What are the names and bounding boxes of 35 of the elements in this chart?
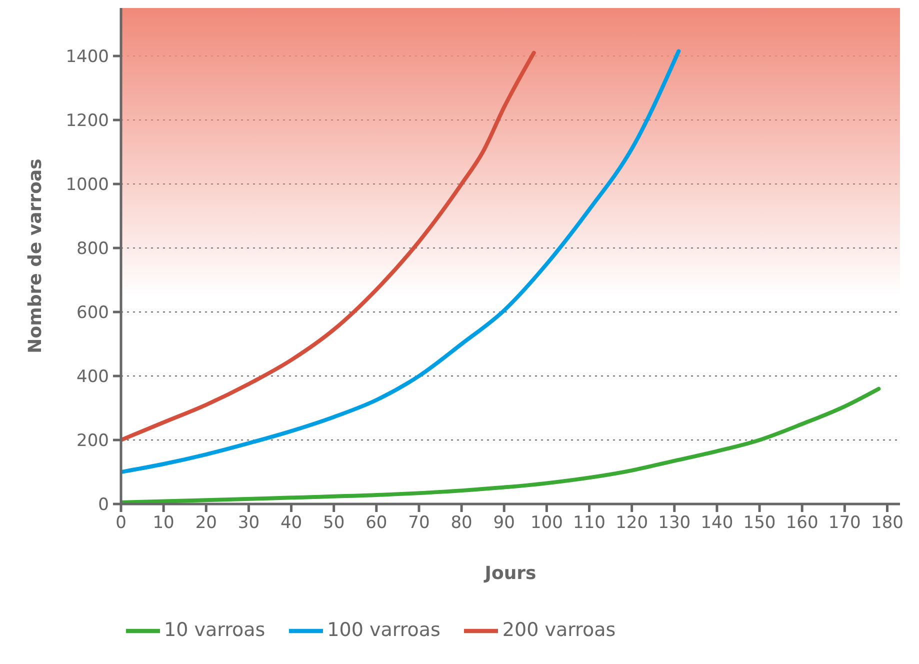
x-tick-label: 50 — [323, 513, 345, 534]
x-tick-label: 160 — [786, 513, 818, 534]
line-series — [121, 386, 881, 504]
x-tick-label: 80 — [450, 513, 472, 534]
y-tick-label: 1200 — [66, 111, 109, 132]
x-tick-label: 100 — [530, 513, 563, 534]
x-tick-label: 180 — [871, 513, 904, 534]
legend-label: 100 varroas — [327, 619, 440, 642]
line-series — [121, 50, 536, 442]
x-tick-label: 110 — [573, 513, 606, 534]
x-tick-label: 30 — [238, 513, 260, 534]
legend-label: 200 varroas — [502, 619, 616, 642]
y-tick-label: 1000 — [66, 175, 109, 196]
y-axis-title: Nombre de varroas — [24, 158, 46, 354]
x-tick-label: 0 — [116, 513, 126, 534]
x-axis-title: Jours — [482, 562, 536, 584]
x-tick-label: 20 — [195, 513, 217, 534]
line-series — [121, 49, 681, 474]
y-tick-label: 1400 — [66, 47, 109, 68]
x-tick-label: 60 — [366, 513, 388, 534]
y-tick-label: 200 — [76, 431, 109, 452]
y-tick-label: 800 — [76, 239, 109, 260]
x-tick-label: 130 — [658, 513, 691, 534]
x-tick-label: 10 — [152, 513, 174, 534]
x-tick-label: 140 — [700, 513, 734, 534]
x-tick-label: 90 — [493, 513, 515, 534]
x-tick-label: 120 — [616, 513, 648, 534]
y-tick-label: 400 — [76, 367, 109, 388]
x-tick-label: 150 — [743, 513, 776, 534]
y-tick-label: 600 — [76, 303, 109, 324]
y-tick-label: 0 — [98, 495, 109, 516]
x-tick-label: 70 — [408, 513, 430, 534]
legend-label: 10 varroas — [164, 619, 266, 642]
x-tick-label: 170 — [828, 513, 861, 534]
x-tick-label: 40 — [280, 513, 302, 534]
